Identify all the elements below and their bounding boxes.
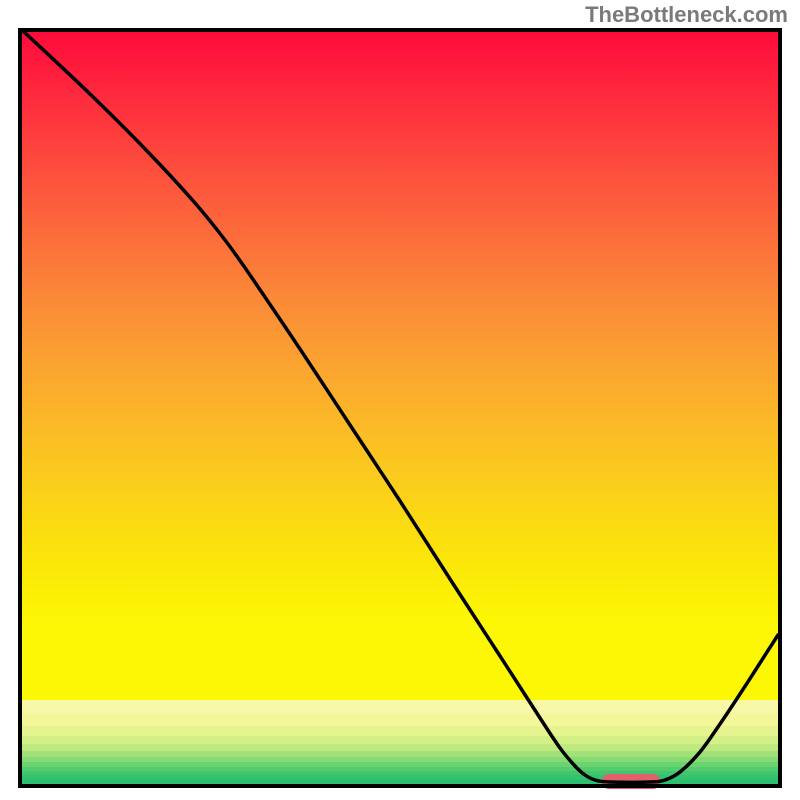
- watermark-text: TheBottleneck.com: [585, 2, 788, 28]
- chart-container: TheBottleneck.com: [0, 0, 800, 800]
- bottom-bands: [22, 700, 778, 784]
- chart-svg: [0, 0, 800, 800]
- plot-gradient-background: [22, 32, 778, 700]
